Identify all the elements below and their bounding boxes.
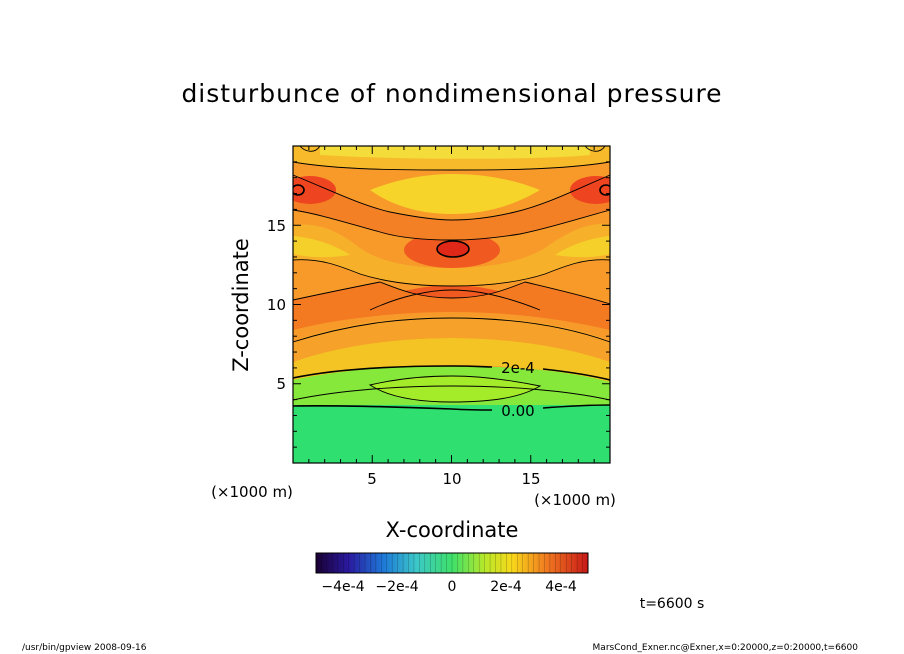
y-tick-label-10: 10 — [267, 296, 286, 314]
footer-right: MarsCond_Exner.nc@Exner,x=0:20000,z=0:20… — [593, 643, 859, 653]
contour-lines-bold — [293, 184, 610, 411]
y-unit-label: (×1000 m) — [211, 483, 293, 501]
y-tick-label-5: 5 — [276, 375, 286, 393]
x-axis-label: X-coordinate — [386, 518, 519, 542]
colorbar-segments — [321, 553, 583, 573]
chart-title: disturbunce of nondimensional pressure — [181, 79, 722, 108]
heatmap-field — [293, 146, 610, 463]
contour-label-2e-4: 2e-4 — [501, 359, 535, 377]
contour-lines — [293, 146, 610, 403]
x-tick-label-5: 5 — [367, 470, 377, 488]
x-unit-label: (×1000 m) — [534, 491, 616, 509]
colorbar-label-neg2: −2e-4 — [375, 579, 418, 595]
colorbar — [315, 552, 589, 574]
colorbar-label-pos2: 2e-4 — [490, 579, 522, 595]
time-label: t=6600 s — [640, 596, 705, 612]
axis-ticks — [293, 146, 610, 463]
colorbar-label-neg4: −4e-4 — [321, 579, 364, 595]
colorbar-label-0: 0 — [448, 579, 457, 595]
footer-left: /usr/bin/gpview 2008-09-16 — [22, 643, 147, 653]
x-tick-label-10: 10 — [442, 470, 461, 488]
contour-label-0: 0.00 — [501, 402, 534, 420]
y-axis-label: Z-coordinate — [229, 238, 253, 372]
colorbar-label-pos4: 4e-4 — [545, 579, 577, 595]
x-tick-label-15: 15 — [521, 470, 540, 488]
y-tick-label-15: 15 — [267, 217, 286, 235]
